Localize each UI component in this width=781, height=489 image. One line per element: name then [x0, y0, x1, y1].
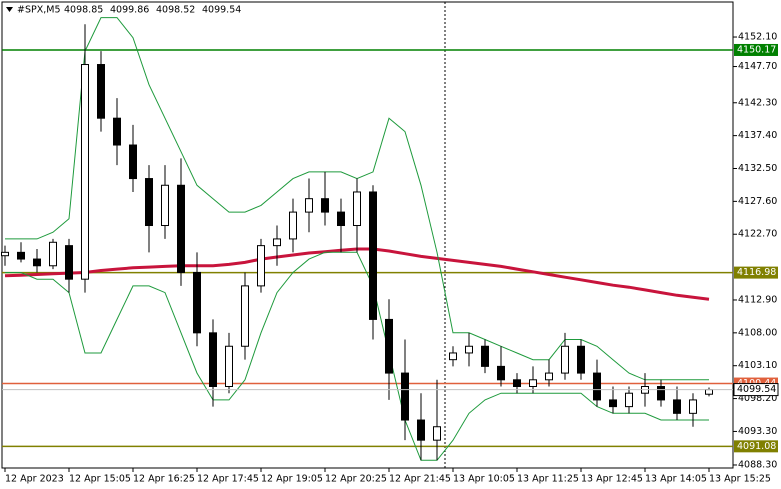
x-tick-label: 12 Apr 2023 [5, 474, 64, 485]
dropdown-icon [6, 7, 13, 12]
candle-body [305, 198, 313, 213]
header-high: 4099.86 [110, 5, 149, 16]
current-price-box [733, 383, 779, 397]
candle-body [705, 389, 713, 395]
x-tick-label: 13 Apr 10:05 [453, 474, 515, 485]
candle-body [657, 386, 665, 401]
candle-body [129, 144, 137, 180]
header-low: 4098.52 [156, 5, 195, 16]
x-tick-label: 12 Apr 17:45 [197, 474, 259, 485]
level-label: 4150.17 [737, 44, 776, 55]
candle-body [401, 372, 409, 421]
candle-body [369, 191, 377, 320]
y-tick-label: 4152.10 [738, 32, 777, 43]
y-tick-label: 4112.90 [738, 294, 777, 305]
candle-body [17, 251, 25, 260]
candle-body [145, 178, 153, 227]
candle-body [337, 211, 345, 227]
candle-body [625, 392, 633, 408]
level-label-box [734, 440, 778, 453]
y-tick-label: 4088.30 [738, 459, 777, 470]
x-tick-label: 12 Apr 16:25 [133, 474, 195, 485]
candle-body [177, 184, 185, 273]
candle-body [433, 426, 441, 441]
y-tick-label: 4108.00 [738, 327, 777, 338]
candle-body [1, 251, 9, 257]
x-tick-label: 13 Apr 12:45 [581, 474, 643, 485]
candle-body [193, 271, 201, 334]
plot-frame [1, 1, 734, 469]
level-label-box [734, 43, 778, 56]
candle-body [481, 345, 489, 367]
x-tick-label: 13 Apr 15:25 [709, 474, 771, 485]
candle-body [497, 365, 505, 381]
level-label-box [734, 266, 778, 279]
candle-body [241, 285, 249, 347]
x-tick-label: 13 Apr 11:25 [517, 474, 579, 485]
candle-body [465, 345, 473, 354]
candle-body [65, 245, 73, 280]
candle-body [273, 238, 281, 247]
candle-body [353, 191, 361, 227]
candle-body [97, 64, 105, 119]
candle-body [529, 379, 537, 388]
candle-body [321, 198, 329, 213]
candle-body [161, 184, 169, 227]
candle-body [561, 345, 569, 374]
candle-body [49, 241, 57, 267]
header-open: 4098.85 [64, 5, 103, 16]
y-tick-label: 4127.60 [738, 196, 777, 207]
candle-body [257, 245, 265, 287]
x-tick-label: 13 Apr 14:05 [645, 474, 707, 485]
level-label: 4116.98 [737, 267, 776, 278]
candle-body [673, 399, 681, 414]
candle-body [225, 345, 233, 388]
x-tick-label: 12 Apr 15:05 [69, 474, 131, 485]
current-price-label: 4099.54 [737, 384, 776, 395]
y-tick-label: 4132.50 [738, 163, 777, 174]
y-tick-label: 4103.10 [738, 360, 777, 371]
candle-body [689, 399, 697, 414]
candle-body [577, 345, 585, 374]
level-label: 4091.08 [737, 441, 776, 452]
candle-body [33, 258, 41, 267]
candle-body [385, 318, 393, 374]
y-tick-label: 4142.30 [738, 97, 777, 108]
candle-body [513, 379, 521, 388]
candle-body [417, 419, 425, 441]
candle-body [113, 117, 121, 146]
symbol-title: #SPX,M5 [17, 5, 61, 16]
candle-body [449, 352, 457, 361]
candle-body [209, 332, 217, 388]
x-tick-label: 12 Apr 19:05 [261, 474, 323, 485]
x-tick-label: 12 Apr 21:45 [389, 474, 451, 485]
candle-body [289, 211, 297, 240]
y-tick-label: 4122.70 [738, 229, 777, 240]
y-tick-label: 4147.70 [738, 61, 777, 72]
y-tick-label: 4137.40 [738, 130, 777, 141]
candle-body [593, 372, 601, 401]
x-tick-label: 12 Apr 20:25 [325, 474, 387, 485]
header-close: 4099.54 [202, 5, 241, 16]
candle-body [81, 64, 89, 280]
y-tick-label: 4098.20 [738, 393, 777, 404]
candle-body [545, 372, 553, 381]
y-tick-label: 4093.30 [738, 426, 777, 437]
candle-body [609, 399, 617, 408]
